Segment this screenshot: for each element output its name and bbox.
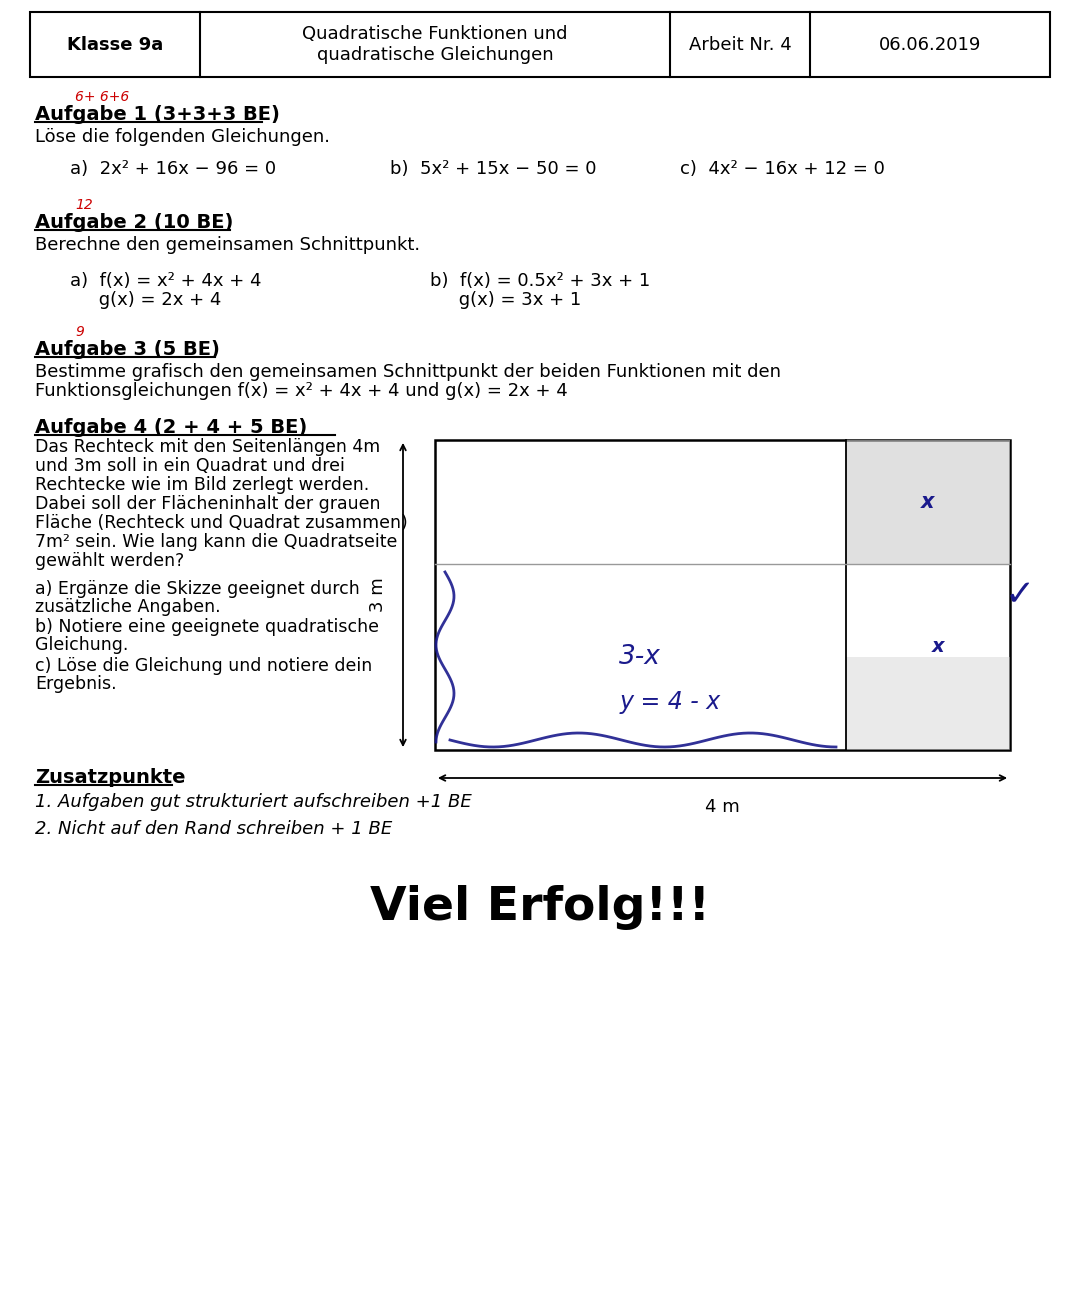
Text: a)  2x² + 16x − 96 = 0: a) 2x² + 16x − 96 = 0 [70, 160, 276, 178]
Text: 1. Aufgaben gut strukturiert aufschreiben +1 BE: 1. Aufgaben gut strukturiert aufschreibe… [35, 793, 472, 811]
Bar [30, 12, 1050, 77]
Text: Funktionsgleichungen f(x) = x² + 4x + 4 und g(x) = 2x + 4: Funktionsgleichungen f(x) = x² + 4x + 4 … [35, 383, 568, 400]
Text: 4 m: 4 m [704, 798, 740, 816]
Text: Bestimme grafisch den gemeinsamen Schnittpunkt der beiden Funktionen mit den: Bestimme grafisch den gemeinsamen Schnit… [35, 363, 781, 381]
Text: Rechtecke wie im Bild zerlegt werden.: Rechtecke wie im Bild zerlegt werden. [35, 476, 369, 494]
Text: b)  5x² + 15x − 50 = 0: b) 5x² + 15x − 50 = 0 [390, 160, 596, 178]
Text: b) Notiere eine geeignete quadratische: b) Notiere eine geeignete quadratische [35, 618, 379, 635]
Text: Löse die folgenden Gleichungen.: Löse die folgenden Gleichungen. [35, 128, 330, 145]
Text: Quadratische Funktionen und
quadratische Gleichungen: Quadratische Funktionen und quadratische… [302, 25, 568, 64]
Text: 12: 12 [75, 198, 93, 212]
Text: 06.06.2019: 06.06.2019 [879, 35, 982, 54]
Text: y = 4 - x: y = 4 - x [619, 690, 720, 714]
Bar [846, 440, 1010, 565]
Text: g(x) = 2x + 4: g(x) = 2x + 4 [70, 291, 221, 309]
Text: Aufgabe 4 (2 + 4 + 5 BE): Aufgabe 4 (2 + 4 + 5 BE) [35, 418, 307, 438]
Text: Fläche (Rechteck und Quadrat zusammen): Fläche (Rechteck und Quadrat zusammen) [35, 514, 408, 532]
Text: b)  f(x) = 0.5x² + 3x + 1: b) f(x) = 0.5x² + 3x + 1 [430, 272, 650, 290]
Text: g(x) = 3x + 1: g(x) = 3x + 1 [430, 291, 581, 309]
Text: Gleichung.: Gleichung. [35, 635, 129, 654]
Bar [846, 658, 1010, 751]
Text: x: x [921, 493, 935, 512]
Text: Dabei soll der Flächeninhalt der grauen: Dabei soll der Flächeninhalt der grauen [35, 495, 380, 514]
Text: 9: 9 [75, 325, 84, 339]
Text: c)  4x² − 16x + 12 = 0: c) 4x² − 16x + 12 = 0 [680, 160, 885, 178]
Text: Zusatzpunkte: Zusatzpunkte [35, 768, 186, 787]
Text: x: x [932, 638, 944, 656]
Text: 2. Nicht auf den Rand schreiben + 1 BE: 2. Nicht auf den Rand schreiben + 1 BE [35, 820, 392, 838]
Text: a) Ergänze die Skizze geeignet durch: a) Ergänze die Skizze geeignet durch [35, 580, 360, 597]
Bar [435, 440, 1010, 751]
Text: und 3m soll in ein Quadrat und drei: und 3m soll in ein Quadrat und drei [35, 457, 345, 476]
Text: c) Löse die Gleichung und notiere dein: c) Löse die Gleichung und notiere dein [35, 658, 373, 675]
Text: 6+ 6+6: 6+ 6+6 [75, 90, 130, 103]
Text: Aufgabe 3 (5 BE): Aufgabe 3 (5 BE) [35, 341, 220, 359]
Text: Viel Erfolg!!!: Viel Erfolg!!! [370, 886, 710, 930]
Text: Das Rechteck mit den Seitenlängen 4m: Das Rechteck mit den Seitenlängen 4m [35, 438, 380, 456]
Text: 3-x: 3-x [619, 645, 661, 669]
Text: Berechne den gemeinsamen Schnittpunkt.: Berechne den gemeinsamen Schnittpunkt. [35, 236, 420, 254]
Text: Arbeit Nr. 4: Arbeit Nr. 4 [689, 35, 792, 54]
Text: Ergebnis.: Ergebnis. [35, 675, 117, 693]
Text: 3 m: 3 m [369, 578, 387, 612]
Text: Klasse 9a: Klasse 9a [67, 35, 163, 54]
Text: Aufgabe 1 (3+3+3 BE): Aufgabe 1 (3+3+3 BE) [35, 105, 280, 124]
Text: gewählt werden?: gewählt werden? [35, 552, 185, 570]
Text: zusätzliche Angaben.: zusätzliche Angaben. [35, 597, 220, 616]
Text: ✓: ✓ [1004, 578, 1035, 612]
Text: a)  f(x) = x² + 4x + 4: a) f(x) = x² + 4x + 4 [70, 272, 261, 290]
Text: 7m² sein. Wie lang kann die Quadratseite: 7m² sein. Wie lang kann die Quadratseite [35, 533, 397, 552]
Text: Aufgabe 2 (10 BE): Aufgabe 2 (10 BE) [35, 214, 233, 232]
